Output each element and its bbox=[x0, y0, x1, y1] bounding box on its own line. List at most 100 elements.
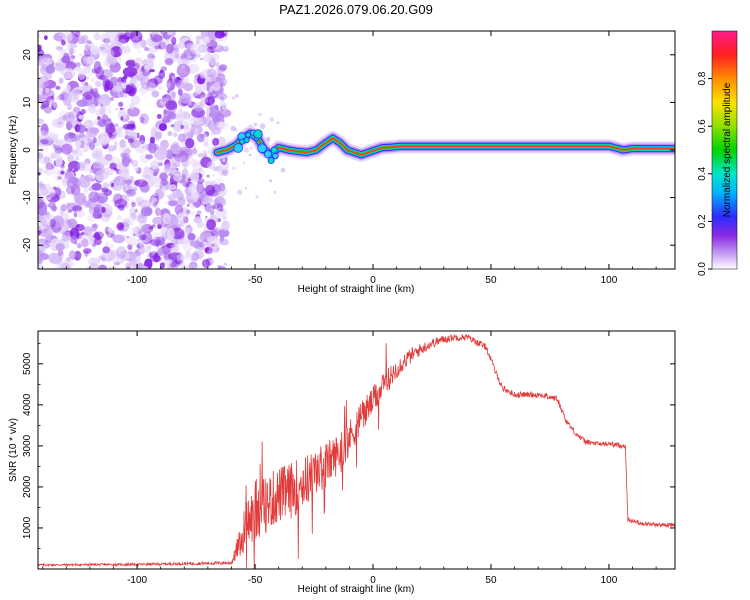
noise-blob bbox=[49, 99, 53, 103]
noise-blob bbox=[69, 47, 74, 56]
noise-blob bbox=[109, 76, 118, 86]
noise-blob bbox=[150, 34, 163, 43]
x-tick-label: -100 bbox=[127, 275, 147, 286]
noise-blob bbox=[180, 124, 184, 130]
noise-blob bbox=[60, 262, 71, 269]
noise-blob bbox=[70, 95, 78, 101]
noise-blob bbox=[138, 246, 145, 255]
noise-blob bbox=[211, 82, 221, 91]
noise-blob bbox=[66, 168, 73, 173]
noise-blob bbox=[170, 143, 180, 153]
noise-region bbox=[38, 31, 286, 269]
y-tick-label: 3000 bbox=[22, 434, 33, 457]
noise-blob bbox=[203, 195, 214, 203]
noise-blob bbox=[167, 111, 174, 119]
noise-blob bbox=[164, 50, 175, 64]
noise-blob bbox=[180, 209, 186, 214]
noise-blob bbox=[231, 96, 236, 100]
noise-blob bbox=[117, 130, 124, 138]
noise-blob bbox=[150, 160, 159, 170]
noise-blob bbox=[221, 98, 225, 102]
noise-blob bbox=[139, 220, 147, 228]
noise-blob bbox=[84, 94, 92, 101]
noise-blob bbox=[87, 230, 93, 238]
noise-blob bbox=[209, 105, 220, 118]
noise-blob bbox=[105, 48, 111, 55]
x-tick-label: -50 bbox=[248, 575, 263, 586]
noise-blob bbox=[55, 261, 67, 269]
noise-blob bbox=[137, 238, 141, 243]
noise-blob bbox=[39, 55, 48, 63]
noise-blob bbox=[127, 106, 140, 117]
noise-blob bbox=[126, 215, 135, 226]
noise-blob bbox=[143, 245, 151, 253]
noise-blob bbox=[203, 141, 209, 147]
noise-blob bbox=[125, 188, 137, 197]
noise-blob bbox=[78, 114, 85, 120]
noise-blob bbox=[79, 53, 82, 57]
x-tick-label: -100 bbox=[127, 575, 147, 586]
colorbar: 0.0 0.2 0.4 0.6 0.8 Normalized spectral ampl… bbox=[697, 30, 738, 276]
noise-blob bbox=[203, 204, 207, 207]
noise-blob bbox=[45, 64, 56, 74]
noise-blob bbox=[84, 44, 89, 49]
noise-blob bbox=[58, 93, 65, 101]
noise-blob bbox=[216, 92, 228, 101]
noise-blob bbox=[125, 179, 132, 186]
noise-blob bbox=[276, 121, 280, 125]
noise-blob bbox=[94, 75, 97, 79]
noise-blob bbox=[155, 136, 160, 141]
noise-blob bbox=[140, 85, 148, 96]
noise-blob bbox=[203, 137, 209, 144]
noise-blob bbox=[44, 87, 50, 94]
noise-blob bbox=[38, 75, 49, 89]
noise-blob bbox=[129, 31, 143, 43]
noise-blob bbox=[129, 158, 133, 164]
noise-blob bbox=[70, 235, 78, 244]
noise-blob bbox=[68, 250, 76, 261]
noise-blob bbox=[80, 108, 86, 115]
noise-blob bbox=[111, 199, 115, 203]
noise-blob bbox=[138, 50, 141, 53]
noise-blob bbox=[129, 58, 135, 62]
noise-blob bbox=[183, 162, 187, 167]
noise-blob bbox=[64, 112, 75, 123]
noise-blob bbox=[115, 35, 120, 41]
noise-blob bbox=[86, 40, 92, 45]
noise-blob bbox=[79, 163, 83, 167]
noise-blob bbox=[189, 254, 197, 262]
noise-blob bbox=[159, 262, 165, 269]
noise-blob bbox=[196, 181, 204, 195]
noise-blob bbox=[65, 84, 72, 91]
noise-blob bbox=[119, 224, 124, 231]
noise-blob bbox=[153, 172, 158, 177]
x-tick-label: 0 bbox=[370, 275, 376, 286]
noise-blob bbox=[129, 226, 139, 237]
noise-blob bbox=[48, 199, 56, 210]
noise-blob bbox=[60, 143, 73, 155]
noise-blob bbox=[185, 138, 195, 149]
noise-blob bbox=[141, 70, 151, 83]
noise-blob bbox=[259, 123, 266, 129]
noise-blob bbox=[176, 255, 182, 262]
noise-blob bbox=[149, 136, 155, 144]
noise-blob bbox=[269, 179, 272, 183]
noise-blob bbox=[148, 141, 157, 154]
noise-blob bbox=[110, 96, 114, 101]
noise-blob bbox=[168, 173, 173, 177]
noise-blob bbox=[81, 231, 85, 236]
noise-blob bbox=[61, 39, 66, 46]
noise-blob bbox=[183, 82, 194, 92]
noise-blob bbox=[149, 33, 154, 38]
noise-blob bbox=[126, 236, 138, 247]
noise-blob bbox=[179, 93, 192, 104]
noise-blob bbox=[117, 126, 124, 132]
noise-blob bbox=[47, 187, 56, 198]
noise-blob bbox=[72, 149, 84, 158]
noise-blob bbox=[162, 212, 171, 225]
noise-blob bbox=[111, 182, 114, 187]
noise-blob bbox=[204, 202, 212, 213]
noise-blob bbox=[100, 69, 114, 79]
noise-blob bbox=[205, 241, 212, 248]
noise-blob bbox=[76, 99, 88, 107]
